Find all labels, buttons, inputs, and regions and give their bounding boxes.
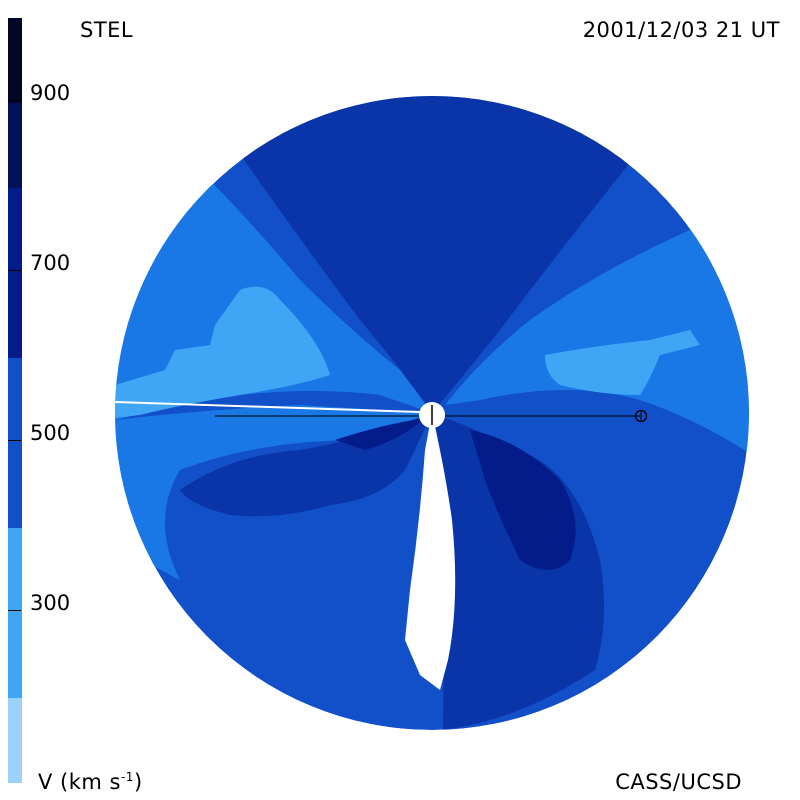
- light-region-right: [545, 330, 700, 395]
- observatory-label: STEL: [80, 18, 134, 42]
- earth-icon: [634, 409, 648, 423]
- colorbar-band: [8, 698, 22, 783]
- colorbar-tick: [8, 610, 21, 611]
- colorbar-label: 900: [30, 81, 71, 105]
- colorbar-label: 500: [30, 421, 71, 445]
- light-region-left: [115, 286, 330, 418]
- colorbar-band: [8, 358, 22, 528]
- white-line: [114, 401, 421, 413]
- colorbar-band: [8, 18, 22, 103]
- colorbar-tick: [8, 440, 21, 441]
- medium-region-upper-right: [445, 200, 749, 460]
- colorbar-band: [8, 528, 22, 698]
- colorbar-label: 300: [30, 591, 71, 615]
- dark-sector-top: [230, 96, 640, 413]
- medium-region-lower-left: [115, 405, 432, 580]
- colorbar-label: 700: [30, 251, 71, 275]
- colorbar-tick: [8, 100, 21, 101]
- unit-label: V (km s-1): [38, 770, 143, 794]
- sun-icon: [419, 402, 445, 428]
- dark-streak-left: [335, 418, 425, 450]
- colorbar-band: [8, 103, 22, 188]
- darkest-lobe-right: [470, 430, 576, 570]
- datetime-label: 2001/12/03 21 UT: [582, 18, 780, 42]
- velocity-colorbar: [8, 18, 22, 783]
- colorbar-band: [8, 273, 22, 358]
- no-data-region: [405, 413, 456, 690]
- credit-label: CASS/UCSD: [615, 770, 742, 794]
- colorbar-tick: [8, 270, 21, 271]
- colorbar-band: [8, 188, 22, 273]
